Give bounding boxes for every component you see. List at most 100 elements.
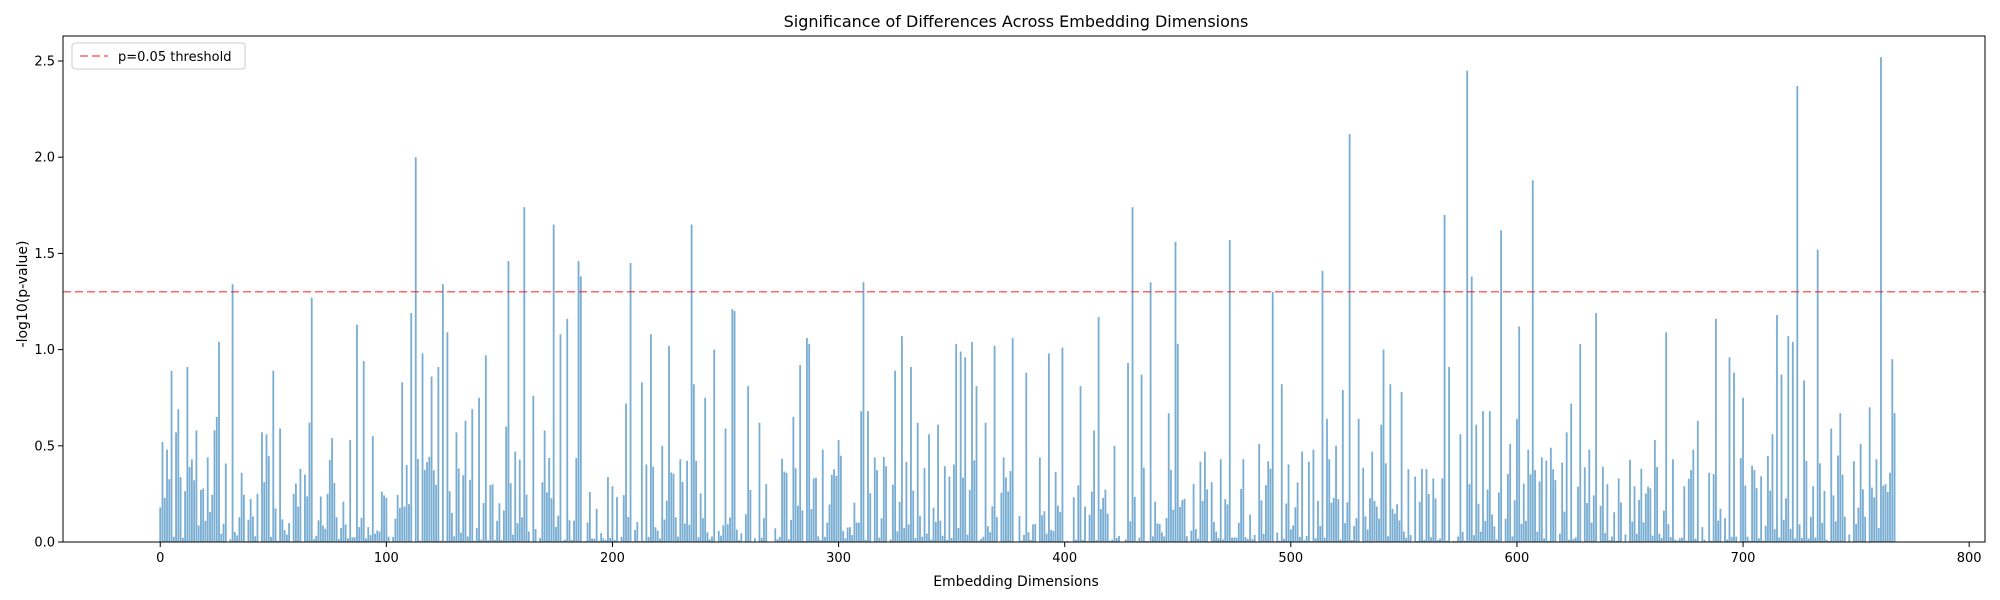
- bar: [333, 482, 336, 542]
- bar: [1389, 384, 1392, 542]
- bar: [1032, 524, 1034, 542]
- bar: [1735, 536, 1738, 542]
- bar: [627, 517, 630, 542]
- bar: [365, 538, 367, 542]
- bar: [858, 522, 860, 542]
- bar: [1072, 497, 1075, 542]
- bar: [545, 492, 548, 542]
- bar: [1778, 537, 1781, 542]
- bar: [1190, 530, 1193, 542]
- bar: [966, 534, 969, 542]
- bar: [439, 540, 442, 542]
- bars-group: [159, 57, 1896, 543]
- bar: [564, 539, 566, 542]
- bar: [1538, 481, 1541, 542]
- y-tick-label: 0.0: [34, 536, 55, 551]
- bar: [1043, 511, 1046, 542]
- bar: [1568, 539, 1570, 542]
- bar: [1574, 537, 1577, 542]
- bar: [521, 517, 523, 542]
- bar: [724, 428, 727, 542]
- bar: [1558, 533, 1561, 542]
- bar: [376, 530, 379, 542]
- bar: [1384, 463, 1387, 542]
- bar: [1672, 459, 1674, 542]
- bar: [1149, 282, 1152, 542]
- bar: [1604, 533, 1607, 542]
- bar: [172, 536, 175, 542]
- bar: [396, 494, 399, 542]
- bar: [973, 460, 976, 542]
- bar: [1109, 540, 1111, 542]
- bar: [1260, 500, 1263, 542]
- bar: [1102, 497, 1105, 542]
- bar: [889, 539, 892, 542]
- bar: [1554, 480, 1557, 542]
- bar: [435, 484, 437, 542]
- bar: [1321, 270, 1324, 542]
- bar: [749, 489, 752, 542]
- bar: [1620, 502, 1622, 542]
- bar: [1875, 459, 1878, 542]
- bar: [374, 533, 376, 542]
- bar: [1213, 522, 1215, 542]
- bar: [1590, 522, 1593, 542]
- bar: [864, 539, 867, 542]
- bar: [507, 261, 510, 542]
- bar: [1441, 478, 1444, 542]
- bar: [159, 507, 162, 542]
- bar: [806, 338, 808, 542]
- bar: [315, 535, 318, 542]
- bar: [1649, 488, 1652, 542]
- bar: [417, 458, 419, 542]
- bar: [1843, 516, 1846, 542]
- bar: [378, 531, 381, 542]
- bar: [175, 432, 177, 542]
- bar: [304, 474, 306, 542]
- bar: [570, 539, 573, 542]
- bar: [503, 510, 505, 542]
- bar: [1570, 403, 1573, 542]
- bar: [713, 349, 716, 542]
- bar: [231, 284, 234, 542]
- bar: [209, 512, 211, 542]
- bar: [1886, 491, 1889, 542]
- bar: [1154, 501, 1157, 542]
- bar: [1002, 457, 1005, 542]
- bar: [1402, 531, 1405, 542]
- bar: [421, 353, 424, 542]
- bar: [1794, 538, 1796, 542]
- bar: [1468, 484, 1471, 542]
- bar: [989, 532, 991, 542]
- bar: [532, 395, 535, 542]
- bar: [932, 507, 935, 542]
- bar: [1219, 459, 1222, 542]
- x-tick-label: 400: [1052, 551, 1077, 566]
- bar: [1174, 241, 1177, 543]
- bar: [611, 486, 614, 542]
- bar: [986, 526, 989, 542]
- bar: [426, 462, 428, 542]
- bar: [1405, 537, 1408, 542]
- bar: [487, 540, 490, 542]
- bar: [1615, 540, 1618, 542]
- bar: [1407, 469, 1410, 542]
- bar: [401, 382, 404, 542]
- bar: [1852, 461, 1855, 542]
- bar: [808, 343, 811, 542]
- bar: [747, 386, 750, 542]
- bar: [830, 474, 833, 542]
- bar: [220, 533, 223, 542]
- bar: [1350, 539, 1353, 542]
- bar: [1513, 500, 1516, 542]
- bar: [451, 512, 453, 542]
- bar: [1543, 538, 1545, 542]
- bar: [1651, 535, 1654, 542]
- bar: [799, 365, 802, 542]
- bar: [776, 539, 779, 542]
- bar: [1210, 482, 1213, 542]
- bar: [1278, 540, 1281, 542]
- bar: [636, 521, 639, 542]
- bar: [1059, 511, 1062, 542]
- bar: [930, 539, 933, 542]
